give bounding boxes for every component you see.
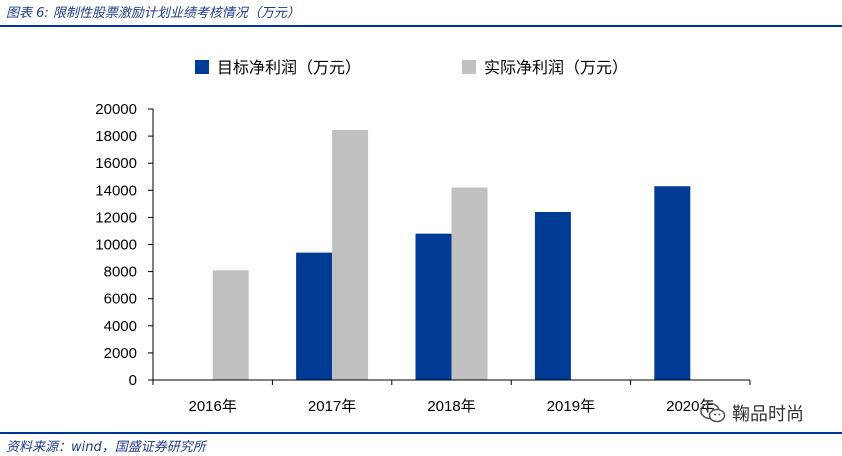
y-tick-label: 16000 [95, 155, 137, 172]
legend-label: 实际净利润（万元） [484, 58, 628, 77]
bar-target-profit [534, 211, 571, 380]
source-note: 资料来源：wind，国盛证券研究所 [6, 440, 206, 455]
x-tick-label: 2017年 [308, 398, 356, 415]
x-axis: 2016年 2017年 2018年 2019年 2020年 [152, 379, 751, 415]
footer-divider [0, 432, 842, 434]
y-tick-label: 10000 [95, 237, 137, 254]
y-tick-label: 8000 [104, 264, 137, 281]
x-tick-label: 2018年 [427, 398, 475, 415]
y-tick-label: 0 [129, 372, 137, 389]
bar-target-profit [296, 252, 333, 380]
bars [212, 130, 691, 380]
bar-actual-profit [332, 130, 369, 380]
y-tick-label: 14000 [95, 182, 137, 199]
x-tick-label: 2020年 [666, 398, 714, 415]
x-tick-label: 2016年 [189, 398, 237, 415]
y-tick-label: 20000 [95, 101, 137, 118]
y-axis: 0 2000 4000 6000 8000 10000 12000 14000 16000 180… [95, 101, 154, 389]
bar-target-profit [415, 233, 452, 380]
watermark: 鞠品时尚 [700, 400, 804, 426]
y-tick-label: 6000 [104, 291, 137, 308]
legend-label: 目标净利润（万元） [217, 58, 361, 77]
header-divider [0, 25, 842, 27]
legend-swatch [462, 60, 476, 74]
watermark-text: 鞠品时尚 [732, 404, 804, 425]
bar-chart: 目标净利润（万元） 实际净利润（万元） 0 2000 4000 6000 8000 1000… [95, 58, 751, 415]
legend-swatch [195, 60, 209, 74]
bar-target-profit [654, 186, 691, 380]
legend: 目标净利润（万元） 实际净利润（万元） [195, 58, 628, 77]
y-tick-label: 18000 [95, 128, 137, 145]
page-title: 图表 6: 限制性股票激励计划业绩考核情况（万元） [6, 6, 300, 21]
bar-actual-profit [212, 270, 249, 380]
y-tick-label: 2000 [104, 345, 137, 362]
x-tick-label: 2019年 [547, 398, 595, 415]
y-tick-label: 12000 [95, 209, 137, 226]
bar-actual-profit [451, 187, 488, 380]
y-tick-label: 4000 [104, 318, 137, 335]
wechat-icon [700, 402, 726, 423]
